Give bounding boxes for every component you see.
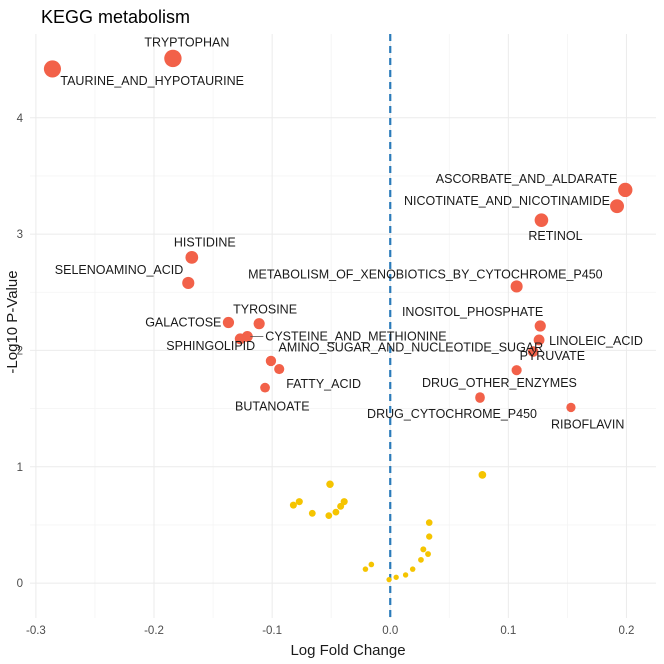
point-label: LINOLEIC_ACID	[549, 334, 643, 348]
data-point-nonsignificant	[337, 502, 345, 510]
point-label: PYRUVATE	[520, 349, 586, 363]
x-axis-title: Log Fold Change	[290, 642, 405, 659]
data-point-significant	[253, 318, 265, 330]
point-label: SPHINGOLIPID	[166, 339, 255, 353]
data-point-significant	[618, 182, 633, 198]
point-label: METABOLISM_OF_XENOBIOTICS_BY_CYTOCHROME_…	[248, 267, 603, 281]
y-axis-ticks: 0 1 2 3 4	[17, 113, 24, 590]
point-label: SELENOAMINO_ACID	[55, 263, 184, 277]
data-point-significant	[511, 365, 522, 376]
x-tick-label: 0.1	[500, 625, 516, 637]
data-point-nonsignificant	[420, 546, 427, 553]
grid-lines	[30, 34, 656, 618]
x-tick-label: -0.2	[144, 625, 164, 637]
point-label: BUTANOATE	[235, 400, 310, 414]
data-point-significant	[527, 346, 539, 357]
data-point-nonsignificant	[289, 501, 297, 509]
data-point-nonsignificant	[332, 508, 340, 516]
point-label: CYSTEINE_AND_METHIONINE	[265, 330, 446, 344]
data-point-significant	[43, 60, 62, 78]
data-point-nonsignificant	[362, 566, 369, 572]
data-point-nonsignificant	[425, 519, 433, 526]
data-point-significant	[274, 363, 285, 375]
point-label: FATTY_ACID	[286, 377, 361, 391]
data-point-nonsignificant	[478, 471, 487, 479]
point-label: TYROSINE	[233, 303, 297, 317]
data-point-nonsignificant	[326, 480, 334, 488]
x-axis-ticks: -0.3 -0.2 -0.1 0.0 0.1 0.2	[26, 625, 634, 637]
point-label: TAURINE_AND_HYPOTAURINE	[60, 74, 244, 88]
data-point-significant	[475, 393, 485, 403]
data-point-significant	[534, 213, 549, 227]
point-label: GALACTOSE	[145, 316, 221, 330]
x-tick-label: -0.3	[26, 625, 46, 637]
y-tick-label: 3	[17, 229, 23, 241]
data-point-significant	[185, 250, 199, 264]
y-tick-label: 1	[17, 462, 23, 474]
point-label: RIBOFLAVIN	[551, 417, 624, 431]
data-point-nonsignificant	[386, 576, 392, 583]
data-point-significant	[265, 355, 277, 367]
data-point-nonsignificant	[418, 556, 424, 563]
data-point-significant	[182, 276, 195, 290]
x-tick-label: 0.2	[618, 625, 634, 637]
y-axis-title: -Log10 P-Value	[4, 270, 21, 373]
point-label: NICOTINATE_AND_NICOTINAMIDE	[404, 194, 610, 208]
point-labels: TRYPTOPHAN TAURINE_AND_HYPOTAURINE ASCORBA…	[55, 35, 643, 431]
data-point-nonsignificant	[325, 512, 333, 520]
data-point-nonsignificant	[425, 551, 431, 557]
data-point-significant	[164, 49, 182, 68]
point-label: RETINOL	[528, 229, 582, 243]
point-label: ASCORBATE_AND_ALDARATE	[436, 172, 618, 186]
y-tick-label: 2	[17, 345, 23, 357]
data-point-significant	[510, 280, 523, 293]
data-point-nonsignificant	[409, 566, 416, 572]
data-points	[43, 49, 633, 583]
data-point-nonsignificant	[426, 533, 433, 540]
data-point-significant	[533, 334, 545, 346]
point-label: TRYPTOPHAN	[144, 35, 229, 49]
y-tick-label: 0	[17, 578, 23, 590]
x-tick-label: -0.1	[262, 625, 282, 637]
point-label: DRUG_CYTOCHROME_P450	[367, 407, 537, 421]
x-tick-label: 0.0	[382, 625, 398, 637]
y-tick-label: 4	[17, 113, 24, 125]
data-point-significant	[234, 333, 246, 345]
data-point-nonsignificant	[295, 498, 303, 506]
data-point-nonsignificant	[368, 561, 375, 568]
data-point-nonsignificant	[308, 509, 316, 517]
point-label: AMINO_SUGAR_AND_NUCLEOTIDE_SUGAR	[279, 341, 544, 355]
data-point-nonsignificant	[393, 574, 399, 580]
chart-title: KEGG metabolism	[41, 7, 190, 27]
point-label: DRUG_OTHER_ENZYMES	[422, 376, 577, 390]
point-label: INOSITOL_PHOSPHATE	[402, 305, 543, 319]
data-point-significant	[610, 199, 624, 214]
data-point-significant	[260, 382, 270, 393]
point-label: HISTIDINE	[174, 235, 236, 249]
data-point-significant	[566, 402, 576, 413]
data-point-significant	[222, 316, 235, 329]
data-point-significant	[534, 320, 546, 332]
data-point-nonsignificant	[402, 572, 409, 578]
